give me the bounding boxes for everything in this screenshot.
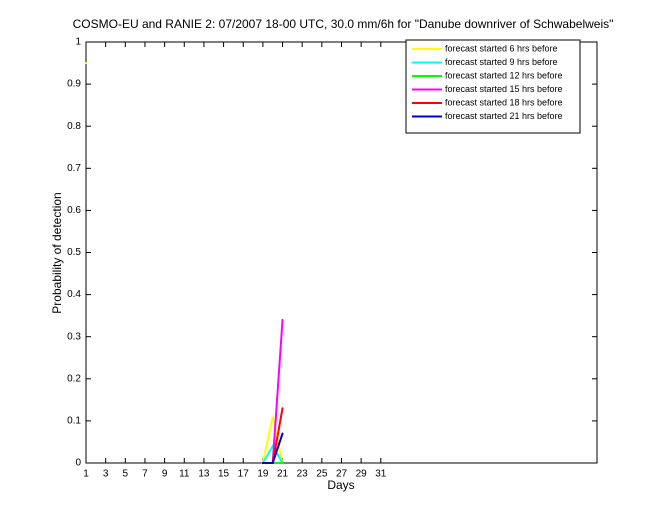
legend-label: forecast started 6 hrs before [445,43,558,53]
x-tick-label: 25 [316,469,328,480]
x-tick-label: 1 [83,469,89,480]
legend-label: forecast started 9 hrs before [445,57,558,67]
x-tick-label: 7 [142,469,148,480]
y-tick-label: 0.4 [67,289,81,300]
data-line [261,432,284,464]
y-tick-label: 0.9 [67,79,81,90]
y-tick-label: 0 [75,458,81,469]
legend-label: forecast started 15 hrs before [445,84,563,94]
y-tick-label: 1 [75,37,81,48]
data-line [261,444,284,464]
legend-label: forecast started 21 hrs before [445,111,563,121]
data-line [85,62,284,464]
y-tick-label: 0.1 [67,416,81,427]
legend-label: forecast started 12 hrs before [445,70,563,80]
y-tick-label: 0.3 [67,331,81,342]
x-tick-label: 21 [277,469,289,480]
y-tick-label: 0.7 [67,163,81,174]
x-tick-label: 27 [336,469,348,480]
chart-title: COSMO-EU and RANIE 2: 07/2007 18-00 UTC,… [73,17,614,31]
y-tick-label: 0.6 [67,205,81,216]
x-tick-label: 29 [356,469,368,480]
x-tick-label: 5 [123,469,129,480]
x-tick-label: 19 [257,469,269,480]
legend: forecast started 6 hrs before forecast st… [405,39,581,134]
x-tick-label: 11 [179,469,190,480]
x-tick-label: 3 [103,469,109,480]
x-tick-label: 15 [218,469,230,480]
y-tick-label: 0.8 [67,121,81,132]
x-tick-label: 9 [162,469,168,480]
legend-label: forecast started 18 hrs before [445,97,563,107]
x-tick-label: 13 [198,469,210,480]
x-tick-label: 23 [297,469,309,480]
y-axis-label: Probability of detection [50,192,64,313]
y-tick-label: 0.2 [67,373,81,384]
y-tick-label: 0.5 [67,247,81,258]
x-axis-label: Days [327,478,354,492]
x-tick-label: 17 [238,469,250,480]
x-tick-label: 31 [375,469,387,480]
